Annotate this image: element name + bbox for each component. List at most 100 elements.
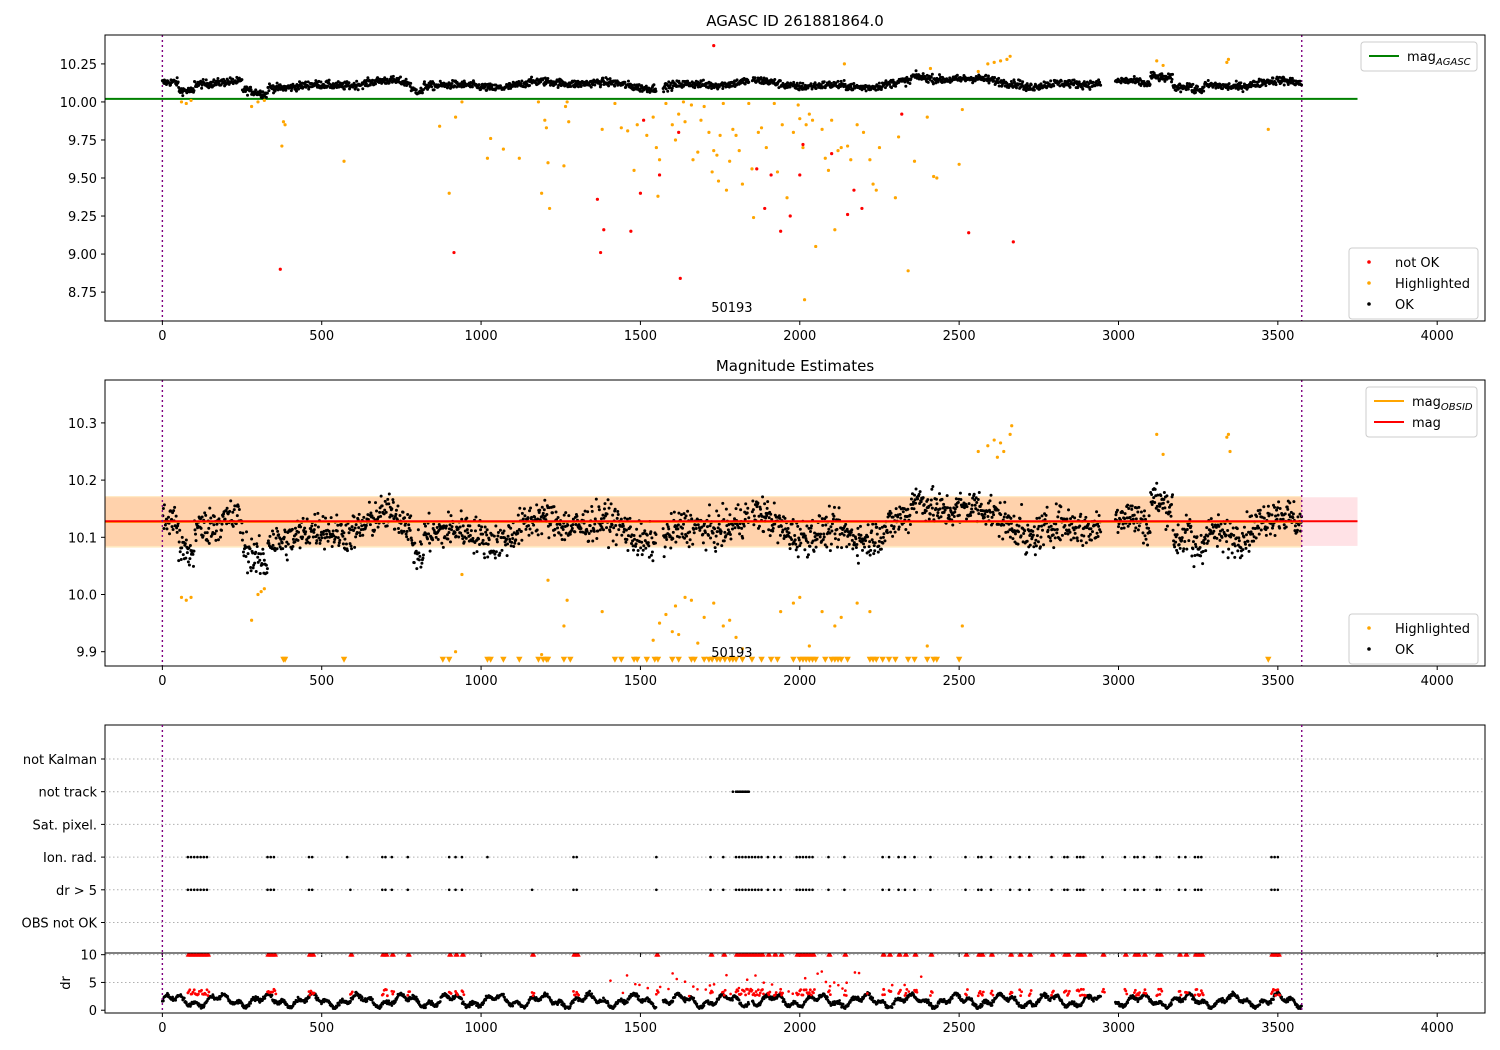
ok-point [928,78,932,82]
ok-point [813,81,817,85]
ok-point [264,563,268,567]
flag-point [779,855,782,859]
not-ok-point [900,112,904,116]
flag-point [266,855,269,859]
ok-point [636,549,640,553]
ok-point [528,527,532,531]
ok-point [739,81,743,85]
ok-point [624,540,628,544]
ok-point [1200,91,1204,95]
flag-point [1078,855,1082,859]
highlighted-point [868,158,872,162]
ok-point [796,524,800,528]
not-ok-point [598,250,603,255]
ok-point [943,508,947,512]
flag-point [843,888,846,892]
ok-point [755,505,759,509]
ok-point [422,80,426,84]
ok-point [194,539,198,543]
ok-point [1194,545,1198,549]
ok-point [607,506,611,510]
ok-point [897,527,901,531]
ok-point [873,541,877,545]
ok-point [819,532,823,536]
ok-point [200,83,204,87]
ok-point [605,512,609,516]
ok-point [520,79,524,83]
ok-point [367,500,371,504]
ok-point [177,540,181,544]
ok-point [679,82,683,86]
highlighted-point [673,138,678,142]
highlighted-point [656,194,660,198]
ok-point [1205,541,1209,545]
ok-point [590,504,594,508]
ok-point [856,526,860,530]
highlighted-point [807,112,811,116]
highlighted-floor-marker [544,656,552,663]
flag-point [1078,888,1082,892]
ok-point [635,527,639,531]
ok-point [513,541,517,545]
ok-point [1282,523,1286,527]
ok-point [460,534,464,538]
ok-point [971,510,975,514]
not-ok-point [278,267,282,271]
highlighted-point [798,595,802,599]
ok-point [621,524,625,528]
ok-point [420,91,424,95]
ok-point [747,80,751,84]
highlighted-floor-marker [879,656,886,663]
ok-point [1221,87,1225,91]
ok-point [1224,533,1228,537]
ok-point [312,528,316,532]
highlighted-point [677,112,681,116]
highlighted-floor-marker [732,656,740,663]
ok-point [1181,549,1185,553]
ok-point [249,88,253,92]
ok-point [303,532,307,536]
ok-point [739,508,743,512]
ok-point [277,533,281,537]
ok-point [446,510,450,514]
ok-point [477,524,481,528]
ok-point [447,531,451,535]
ok-point [337,544,341,548]
not-ok-point [967,231,971,235]
ok-point [908,523,912,527]
ok-point [409,536,413,540]
highlighted-point [791,601,796,605]
ok-point [694,523,698,527]
ok-point [358,534,362,538]
ok-point [955,73,959,77]
ok-point [970,503,974,507]
ok-point [555,522,559,526]
ok-point [490,83,494,87]
ok-point [1176,551,1180,555]
ok-point [291,545,295,549]
ok-point [866,535,870,539]
flag-point [734,888,738,892]
ok-point [249,569,253,573]
ok-point [1041,528,1045,532]
ok-point [1210,523,1214,527]
ok-point [800,84,804,88]
ok-point [892,525,896,529]
not-ok-point [860,206,864,211]
ok-point [894,84,898,88]
ok-point [1214,525,1218,529]
ok-point [827,80,831,84]
ok-point [773,77,777,81]
ok-point [929,75,933,79]
ok-point [252,542,256,546]
ok-point [649,553,653,557]
ok-point [480,525,484,529]
highlighted-point [664,612,668,617]
ok-point [244,554,248,558]
ok-point [1202,89,1206,93]
ok-point [686,79,690,83]
ok-point [982,515,986,519]
ok-point [361,533,365,537]
plot-area [105,380,1358,666]
ok-point [863,545,867,549]
